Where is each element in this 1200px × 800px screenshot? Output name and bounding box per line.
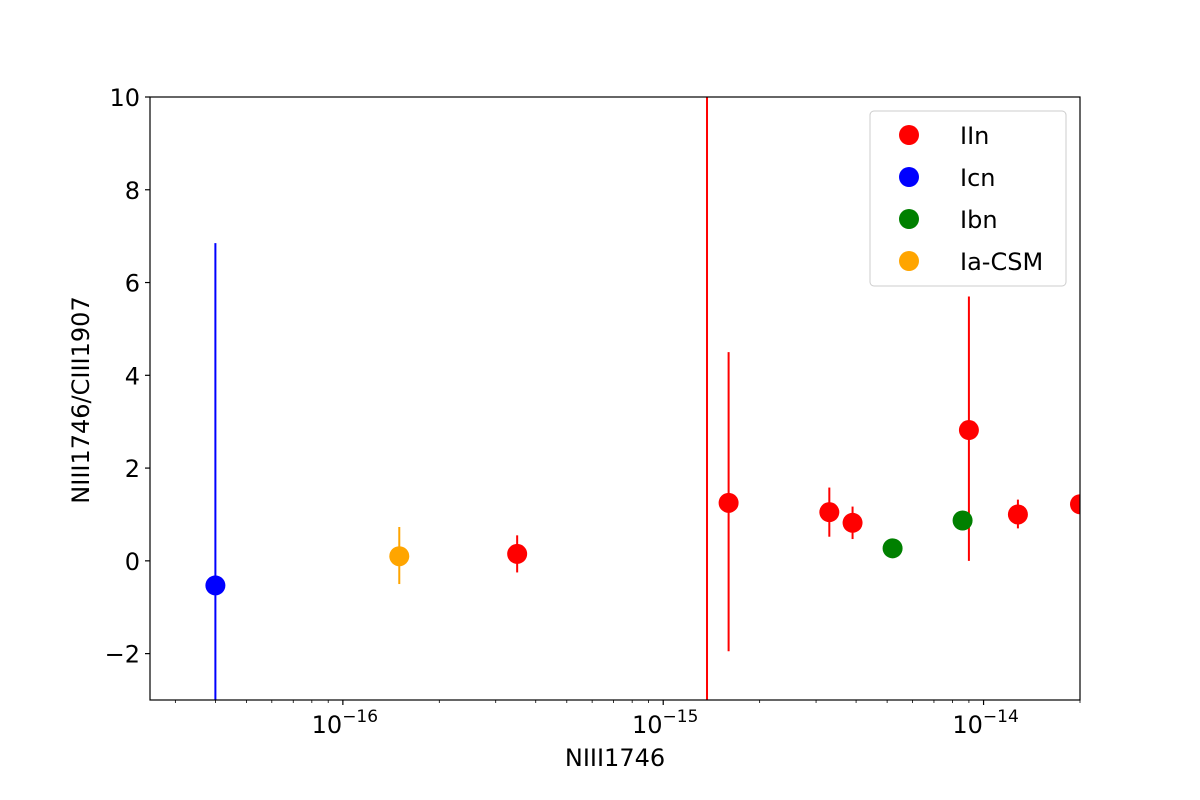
data-point — [958, 420, 979, 441]
x-tick-label: 10−15 — [632, 707, 698, 739]
y-tick-label: 4 — [125, 362, 140, 390]
data-point — [205, 575, 226, 596]
y-tick-label: −2 — [105, 641, 140, 669]
legend-label: Ia-CSM — [960, 248, 1043, 276]
y-tick-label: 8 — [125, 177, 140, 205]
legend-label: Icn — [960, 164, 995, 192]
data-point — [389, 546, 410, 567]
data-point — [882, 538, 903, 559]
x-axis: 10−16 10−15 10−14 — [174, 700, 1081, 739]
y-tick-label: 2 — [125, 455, 140, 483]
legend-label: IIn — [960, 122, 989, 150]
data-point — [718, 492, 739, 513]
legend-marker — [899, 167, 919, 187]
legend: IIn Icn Ibn Ia-CSM — [869, 110, 1067, 287]
plot-frame — [149, 96, 1081, 701]
legend-marker — [899, 251, 919, 271]
legend-label: Ibn — [960, 206, 998, 234]
data-point — [507, 543, 528, 564]
y-tick-label: 6 — [125, 270, 140, 298]
data-point — [1070, 494, 1080, 515]
data-point — [819, 502, 840, 523]
y-axis: −2 0 2 4 6 8 10 — [105, 84, 150, 669]
x-tick-label: 10−16 — [312, 707, 378, 739]
y-tick-label: 10 — [109, 84, 140, 112]
y-tick-label: 0 — [125, 548, 140, 576]
legend-marker — [899, 125, 919, 145]
data-point — [1007, 504, 1028, 525]
y-axis-label: NIII1746/CIII1907 — [67, 296, 95, 503]
legend-marker — [899, 209, 919, 229]
data-point — [842, 512, 863, 533]
legend-box — [869, 110, 1067, 287]
data-point — [952, 510, 973, 531]
x-tick-label: 10−14 — [952, 707, 1018, 739]
plot-content — [205, 97, 1080, 700]
x-axis-label: NIII1746 — [565, 744, 665, 772]
